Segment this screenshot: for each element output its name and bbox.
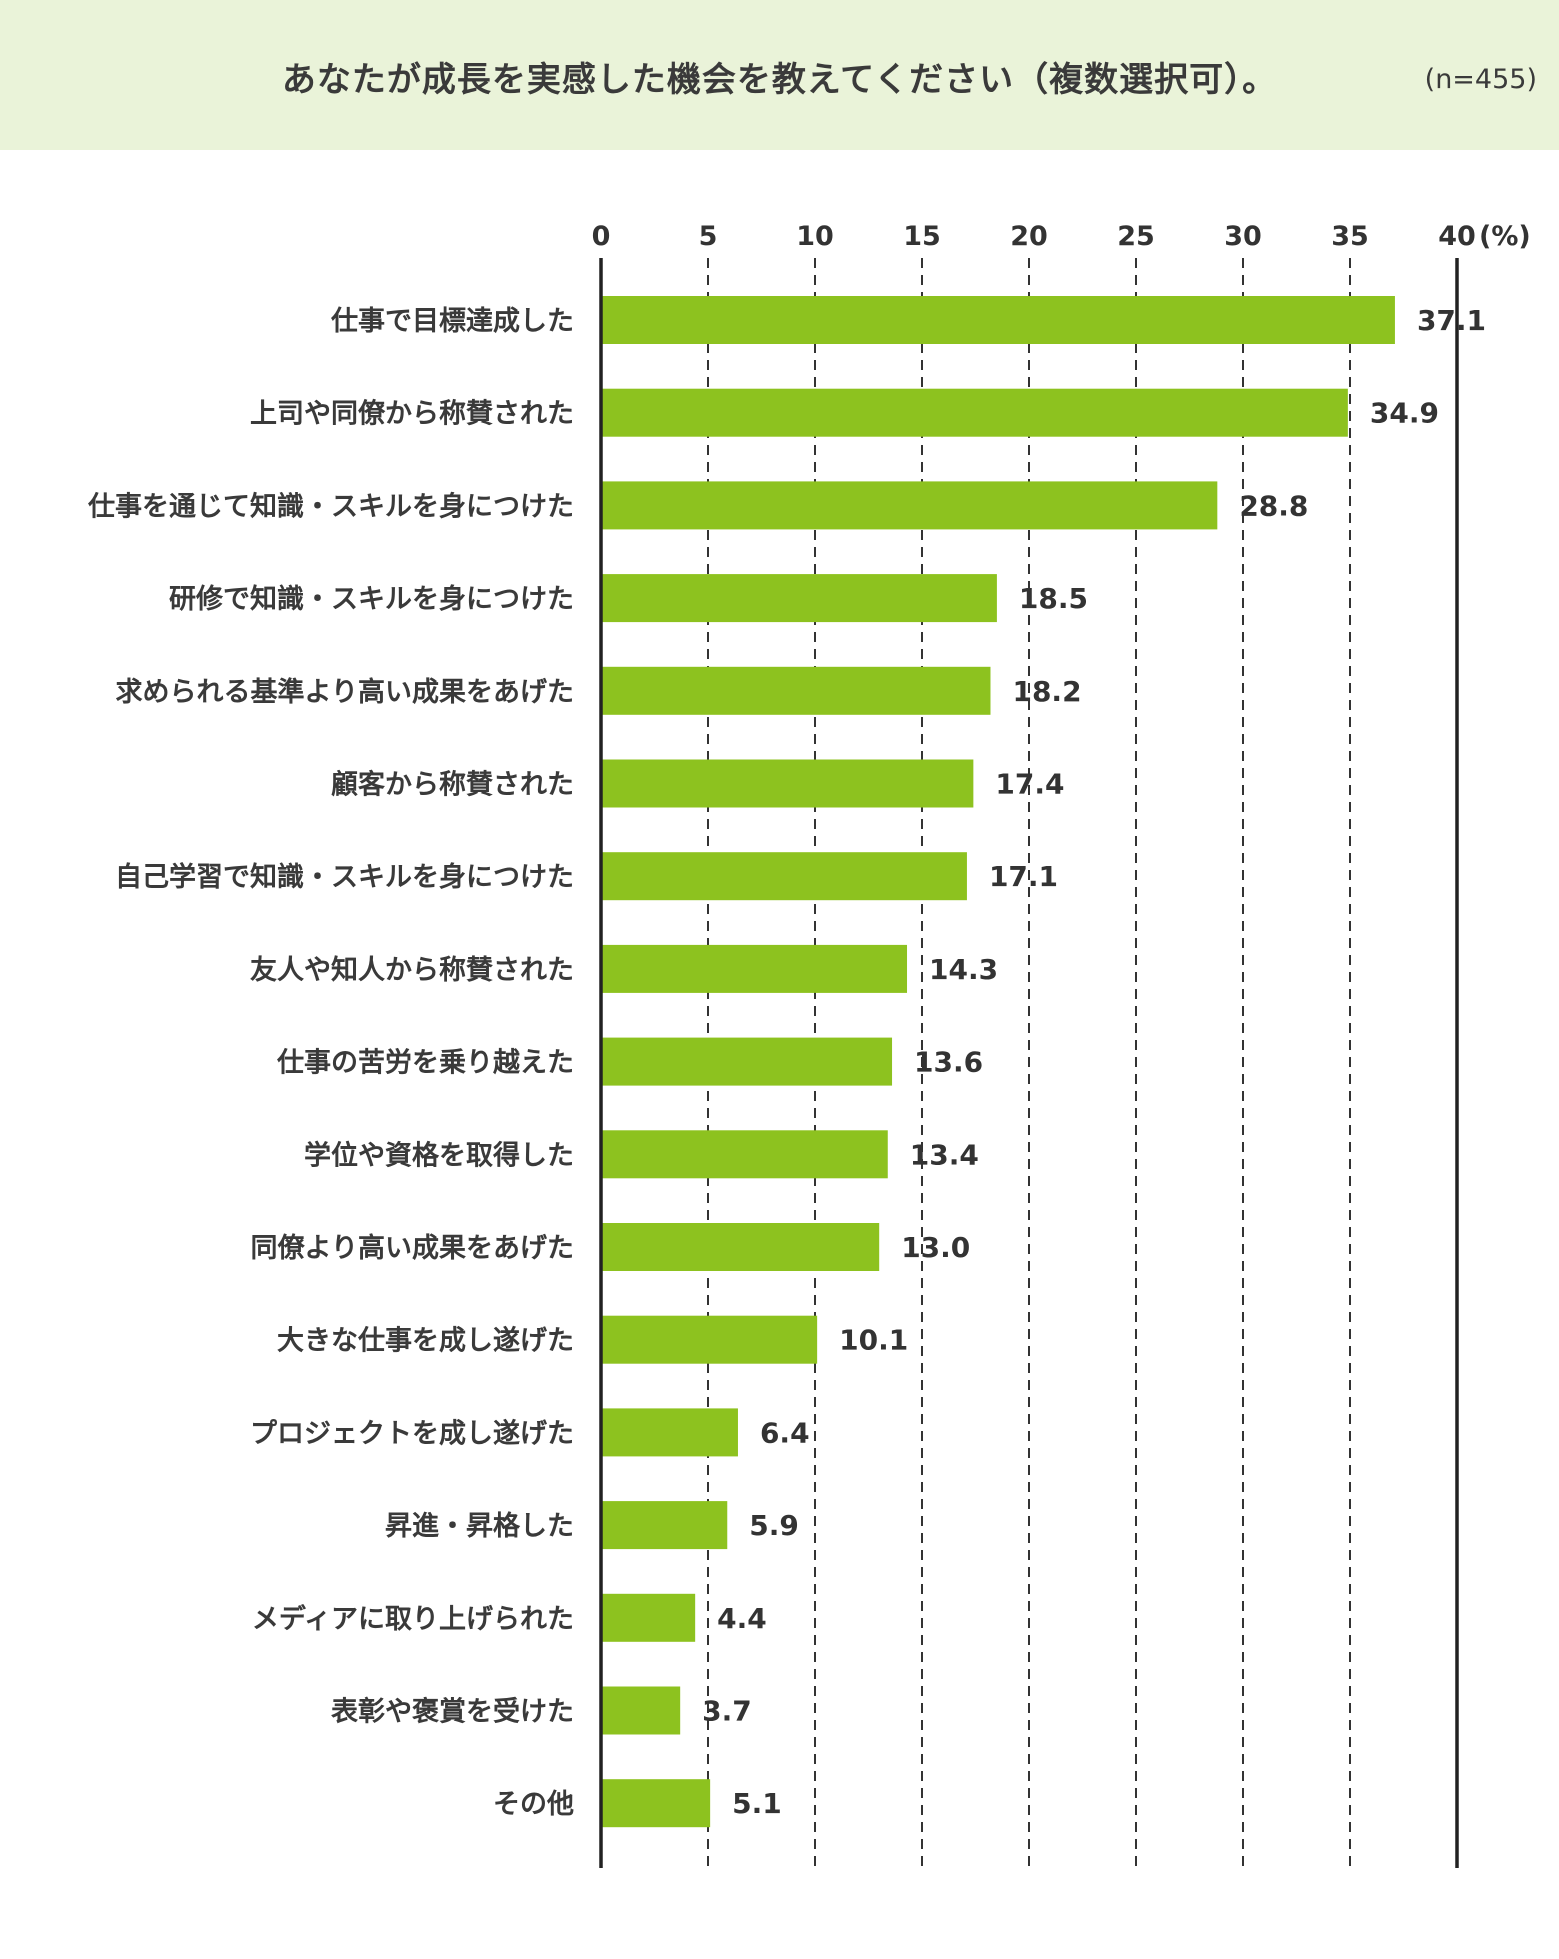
category-label-7: 自己学習で知識・スキルを身につけた (115, 861, 574, 893)
chart-title: あなたが成長を実感した機会を教えてください（複数選択可）。 (281, 60, 1278, 100)
chart-header (0, 0, 1559, 150)
value-label-1: 37.1 (1417, 304, 1486, 337)
value-label-10: 13.4 (910, 1138, 979, 1171)
bar-1 (601, 296, 1395, 344)
bar-7 (601, 852, 967, 901)
bar-5 (601, 666, 991, 715)
bar-2 (601, 388, 1348, 437)
tick-label-40: 40 (1438, 221, 1476, 252)
value-label-3: 28.8 (1239, 489, 1308, 522)
bar-6 (601, 759, 974, 808)
value-label-15: 4.4 (717, 1602, 767, 1635)
value-label-16: 3.7 (702, 1695, 752, 1728)
tick-label-30: 30 (1224, 221, 1262, 252)
bar-17 (601, 1779, 711, 1828)
tick-label-0: 0 (592, 221, 611, 252)
bar-16 (601, 1686, 681, 1735)
category-label-3: 仕事を通じて知識・スキルを身につけた (87, 490, 574, 522)
value-label-13: 6.4 (760, 1416, 810, 1449)
category-label-16: 表彰や褒賞を受けた (331, 1696, 574, 1728)
value-label-2: 34.9 (1370, 397, 1439, 430)
category-label-14: 昇進・昇格した (385, 1511, 574, 1542)
tick-label-25: 25 (1117, 221, 1155, 252)
value-label-8: 14.3 (929, 953, 998, 986)
category-label-6: 顧客から称賛された (331, 769, 574, 801)
category-label-10: 学位や資格を取得した (304, 1139, 574, 1171)
bar-15 (601, 1593, 696, 1642)
category-label-15: メディアに取り上げられた (252, 1603, 574, 1635)
category-label-5: 求められる基準より高い成果をあげた (116, 676, 574, 708)
category-label-2: 上司や同僚から称賛された (250, 399, 574, 430)
category-label-4: 研修で知識・スキルを身につけた (169, 583, 574, 615)
tick-label-5: 5 (699, 221, 718, 252)
value-label-17: 5.1 (732, 1787, 782, 1820)
bar-12 (601, 1315, 818, 1364)
value-label-6: 17.4 (995, 768, 1064, 801)
value-label-7: 17.1 (989, 860, 1058, 893)
bar-4 (601, 574, 997, 623)
tick-label-10: 10 (796, 221, 834, 252)
value-label-14: 5.9 (749, 1509, 799, 1542)
sample-size: (n=455) (1424, 64, 1537, 95)
category-label-8: 友人や知人から称賛された (250, 955, 574, 986)
bar-10 (601, 1130, 888, 1179)
bar-14 (601, 1501, 728, 1550)
value-label-9: 13.6 (914, 1046, 983, 1079)
tick-label-20: 20 (1010, 221, 1048, 252)
tick-label-15: 15 (903, 221, 941, 252)
value-label-4: 18.5 (1019, 582, 1088, 615)
tick-label-35: 35 (1331, 221, 1369, 252)
category-label-9: 仕事の苦労を乗り越えた (276, 1048, 574, 1079)
value-label-5: 18.2 (1012, 675, 1081, 708)
value-label-11: 13.0 (901, 1231, 970, 1264)
value-label-12: 10.1 (839, 1324, 908, 1357)
category-label-11: 同僚より高い成果をあげた (251, 1232, 574, 1264)
bar-13 (601, 1408, 738, 1457)
category-label-1: 仕事で目標達成した (330, 306, 574, 337)
bar-8 (601, 944, 908, 993)
category-label-17: その他 (493, 1789, 574, 1820)
category-label-13: プロジェクトを成し遂げた (250, 1417, 574, 1449)
bar-3 (601, 481, 1218, 530)
axis-unit-label: (%) (1479, 221, 1531, 252)
bar-9 (601, 1037, 893, 1086)
bar-11 (601, 1223, 880, 1271)
category-label-12: 大きな仕事を成し遂げた (277, 1325, 574, 1357)
